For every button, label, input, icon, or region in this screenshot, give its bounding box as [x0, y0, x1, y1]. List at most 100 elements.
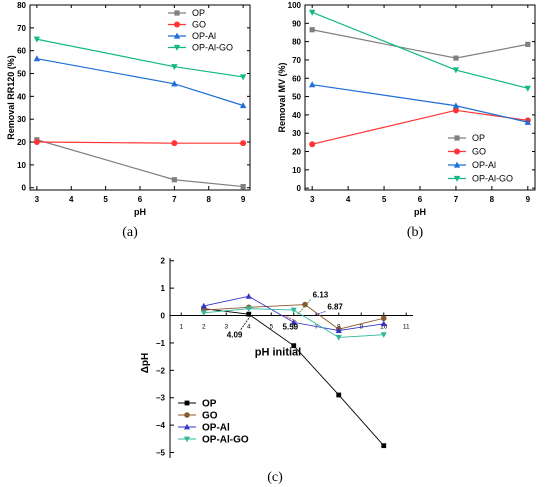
y-tick-label: 1: [161, 284, 166, 293]
x-tick-label: 2: [202, 324, 206, 331]
legend-label: GO: [192, 20, 206, 30]
x-tick-label: 9: [241, 195, 246, 204]
data-point: [240, 140, 247, 147]
x-tick-label: 3: [310, 195, 315, 204]
data-point: [452, 102, 460, 109]
y-tick-label: 20: [292, 148, 301, 157]
data-point: [524, 118, 532, 125]
data-point: [245, 293, 252, 299]
y-tick-label: 50: [17, 70, 26, 79]
chart-panel-a: 3 4 5 6 7 8 9 0 10 20 30 40 50 60 70 80 pH Removal RR120 …: [6, 1, 251, 240]
annotation-label: 6.87: [327, 303, 343, 312]
legend-marker: [454, 135, 460, 141]
legend-marker: [184, 423, 190, 430]
x-tick-label: 9: [526, 195, 531, 204]
y-tick-label: 2: [161, 257, 166, 266]
x-axis-label: pH: [414, 207, 426, 217]
y-tick-label: 30: [292, 129, 301, 138]
data-point: [33, 55, 41, 62]
legend-label: OP-Al: [192, 31, 216, 41]
panel-caption: (c): [267, 470, 283, 485]
y-tick-label: 80: [292, 38, 301, 47]
legend-marker: [454, 148, 460, 155]
x-tick-label: 3: [35, 195, 40, 204]
data-point: [525, 41, 531, 47]
legend-marker: [184, 436, 190, 443]
annotation-label: 5.59: [283, 323, 299, 332]
x-tick-label: 4: [69, 195, 74, 204]
annotation-arrow: [296, 299, 311, 316]
data-point: [336, 392, 342, 398]
x-tick-label: 4: [247, 324, 251, 331]
data-point: [239, 102, 247, 109]
legend-label: OP-Al: [472, 160, 496, 170]
legend-label: OP: [192, 8, 205, 18]
x-tick-label: 8: [490, 195, 495, 204]
series-line-op: [312, 29, 528, 59]
x-tick-label: 7: [314, 324, 318, 331]
data-point: [246, 311, 252, 317]
y-tick-label: −2: [156, 366, 166, 375]
data-point: [290, 319, 297, 325]
series-line-op: [36, 139, 244, 188]
data-point: [308, 9, 316, 16]
data-point: [33, 139, 40, 146]
data-point: [291, 343, 297, 349]
annotation-label: 4.09: [227, 331, 243, 340]
y-axis-label: Removal MV (%): [277, 62, 287, 132]
y-tick-label: −1: [156, 339, 166, 348]
y-tick-label: 50: [292, 93, 301, 102]
data-point: [245, 306, 252, 312]
x-tick-label: 6: [418, 195, 423, 204]
y-tick-label: 90: [292, 19, 301, 28]
y-tick-label: 40: [292, 111, 301, 120]
plot-frame: [304, 4, 536, 191]
data-point: [380, 315, 387, 322]
y-tick-label: 0: [161, 312, 166, 321]
legend-marker: [174, 10, 180, 16]
legend-label: OP-Al: [202, 423, 230, 434]
y-tick-label: 0: [297, 184, 302, 193]
data-point: [308, 81, 316, 88]
x-tick-label: 10: [380, 324, 388, 331]
annotation-arrow: [284, 315, 297, 322]
y-tick-label: 10: [17, 161, 26, 170]
data-point: [524, 85, 532, 92]
y-tick-label: 60: [17, 47, 26, 56]
y-tick-label: −5: [156, 449, 166, 458]
data-point: [335, 335, 342, 341]
y-tick-label: 30: [17, 115, 26, 124]
data-point: [171, 177, 177, 183]
legend-label: GO: [472, 147, 486, 157]
legend-label: GO: [202, 411, 218, 422]
panel-caption: (a): [122, 225, 138, 240]
annotation-arrow: [313, 311, 326, 316]
legend-marker: [173, 32, 181, 39]
y-tick-label: 20: [17, 138, 26, 147]
legend-marker: [184, 412, 190, 418]
x-tick-label: 8: [207, 195, 212, 204]
data-point: [240, 183, 246, 190]
y-tick-label: 10: [292, 166, 301, 175]
x-tick-label: 7: [454, 195, 459, 204]
data-point: [171, 80, 178, 87]
y-axis-label: ΔpH: [140, 353, 151, 374]
data-point: [452, 67, 460, 74]
legend-marker: [453, 175, 461, 182]
x-tick-label: 4: [346, 195, 351, 204]
data-point: [335, 327, 342, 334]
x-tick-label: 6: [138, 195, 143, 204]
chart-panel-c: 210−1−2−3−4−51234567891011pH initialΔpH4…: [140, 257, 413, 485]
legend-marker: [174, 21, 180, 28]
y-tick-label: −4: [156, 421, 166, 430]
y-tick-label: 0: [22, 184, 27, 193]
legend-label: OP: [202, 399, 217, 410]
data-point: [239, 74, 247, 81]
x-axis-label: pH: [134, 207, 146, 217]
data-point: [171, 64, 178, 71]
x-tick-label: 11: [403, 324, 410, 331]
x-tick-label: 5: [269, 324, 273, 331]
y-tick-label: 60: [292, 74, 301, 83]
